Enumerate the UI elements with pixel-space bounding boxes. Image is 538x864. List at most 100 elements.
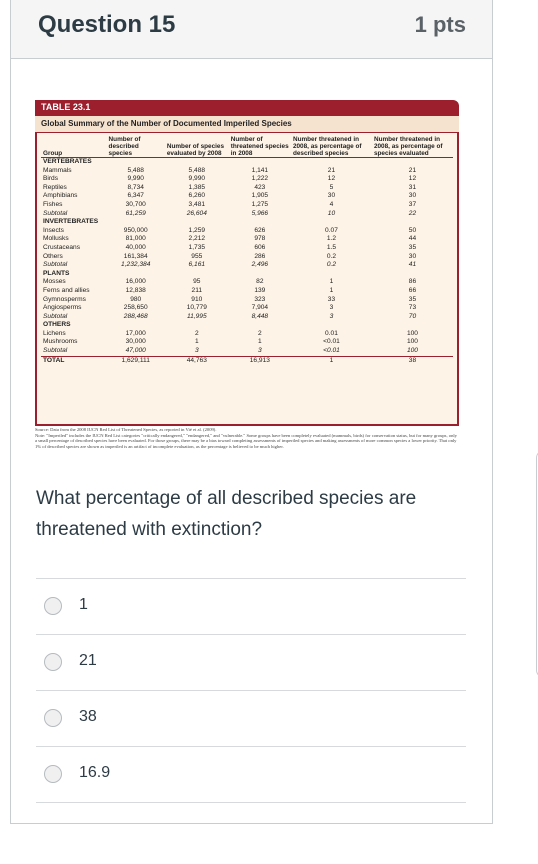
answer-option[interactable]: 38 — [36, 690, 466, 746]
table-cell: 1 — [258, 338, 262, 346]
table-cell: 16,913 — [228, 355, 291, 366]
table-source-note: Source: Data from the 2008 IUCN Red List… — [35, 427, 459, 449]
table-cell: 12,838 — [125, 286, 146, 294]
table-cell: <0.01 — [323, 347, 340, 355]
table-cell: 22 — [408, 209, 417, 217]
table-row: Angiosperms 258,650 10,779 7,904 3 73 — [41, 304, 453, 313]
table-cell: 66 — [408, 286, 417, 294]
table-cell: Subtotal — [43, 347, 68, 355]
table-cell: 978 — [254, 235, 266, 243]
table-row: Subtotal 47,000 3 3 <0.01 100 — [41, 347, 453, 356]
table-cell — [372, 270, 453, 279]
table-tag: TABLE 23.1 — [35, 100, 459, 116]
table-cell — [165, 158, 229, 167]
table-cell: 10 — [327, 209, 336, 217]
table-cell — [291, 218, 372, 227]
table-cell — [107, 321, 165, 330]
table-cell — [372, 321, 453, 330]
table-cell: 1,222 — [251, 175, 269, 183]
table-cell: 288,468 — [123, 312, 148, 320]
table-cell: 323 — [254, 295, 266, 303]
table-rows: VERTEBRATES Mammals 5,488 5,488 1,141 21 21 Bir… — [41, 158, 453, 366]
table-cell: 1 — [329, 286, 334, 294]
table-cell: 100 — [406, 347, 418, 355]
table-cell: 161,384 — [123, 252, 148, 260]
table-cell: 5,488 — [188, 166, 206, 174]
table-cell: 2 — [258, 329, 262, 337]
table-cell: 8,448 — [251, 312, 269, 320]
table-source: Source: Data from the 2008 IUCN Red List… — [35, 427, 217, 432]
question-points: 1 pts — [414, 12, 466, 37]
header-cell: Group — [41, 136, 107, 158]
table-cell: 1,629,111 — [106, 355, 165, 366]
table-cell: Others — [43, 252, 63, 260]
header-cell: Number of described species — [106, 136, 165, 158]
table-cell: 81,000 — [125, 235, 146, 243]
table-cell — [291, 321, 372, 330]
table-cell: 950,000 — [123, 226, 148, 234]
table-cell: 5,966 — [251, 209, 269, 217]
answer-option[interactable]: 1 — [36, 578, 466, 634]
table-cell: 5 — [329, 183, 334, 191]
table-cell: Reptiles — [43, 183, 67, 191]
table-cell: 3 — [194, 347, 199, 355]
table-tag-label: TABLE 23.1 — [41, 102, 91, 112]
table-cell: 3,481 — [188, 200, 206, 208]
table-cell: 7,904 — [251, 304, 269, 312]
table-cell: 0.2 — [326, 261, 337, 269]
table-group-row: PLANTS — [41, 270, 453, 279]
table-cell: 980 — [130, 295, 142, 303]
table-cell: Fishes — [43, 200, 63, 208]
table-cell: Crustaceans — [43, 243, 81, 251]
table-cell — [165, 321, 229, 330]
table-cell: 9,990 — [127, 175, 144, 183]
table-cell — [372, 158, 453, 167]
question-title: Question 15 — [38, 11, 176, 38]
table-cell: 30,000 — [125, 338, 146, 346]
table-cell: Gymnosperms — [43, 295, 86, 303]
table-cell: 37 — [408, 200, 417, 208]
table-cell: 6,347 — [127, 192, 144, 200]
answer-option[interactable]: 21 — [36, 634, 466, 690]
table-cell: Mollusks — [43, 235, 69, 243]
radio-button[interactable] — [44, 653, 62, 671]
radio-button[interactable] — [44, 709, 62, 727]
table-cell: VERTEBRATES — [43, 158, 92, 165]
table-cell: 12 — [327, 175, 336, 183]
table-cell — [107, 270, 165, 279]
table-cell: 1 — [290, 355, 372, 366]
table-cell: 5,488 — [127, 166, 144, 174]
table-cell: 0.07 — [325, 226, 338, 234]
table-cell: 73 — [408, 304, 417, 312]
radio-button[interactable] — [44, 765, 62, 783]
table-cell: 38 — [371, 355, 453, 366]
table-cell: 70 — [408, 312, 417, 320]
table-cell — [229, 218, 291, 227]
table-cell: 6,161 — [188, 261, 206, 269]
table-cell: OTHERS — [43, 321, 71, 329]
answer-option[interactable]: 16.9 — [36, 746, 466, 803]
table-cell: 30 — [408, 252, 417, 260]
answer-label: 21 — [79, 652, 97, 669]
table-cell: 955 — [191, 252, 203, 260]
table-cell: 30 — [408, 192, 417, 200]
table-cell: 0.2 — [326, 252, 337, 260]
table-cell: 4 — [329, 200, 334, 208]
table-cell: 626 — [254, 226, 266, 234]
table-cell: 1,259 — [188, 226, 206, 234]
table-cell: 10,779 — [186, 304, 207, 312]
table-cell: Insects — [43, 226, 64, 234]
table-cell — [107, 158, 165, 167]
table-cell — [372, 218, 453, 227]
radio-button[interactable] — [44, 597, 62, 615]
table-cell: 30 — [327, 192, 336, 200]
table-cell: 100 — [406, 329, 418, 337]
table-cell: 35 — [408, 295, 417, 303]
table-cell: INVERTEBRATES — [43, 218, 99, 226]
table-cell: 1,735 — [188, 243, 206, 251]
answer-label: 1 — [79, 596, 88, 613]
table-body: Group Number of described species Number… — [35, 133, 459, 426]
table-cell: 2,212 — [188, 235, 206, 243]
table-cell: Subtotal — [43, 261, 68, 269]
table-cell: 0.01 — [325, 329, 338, 337]
